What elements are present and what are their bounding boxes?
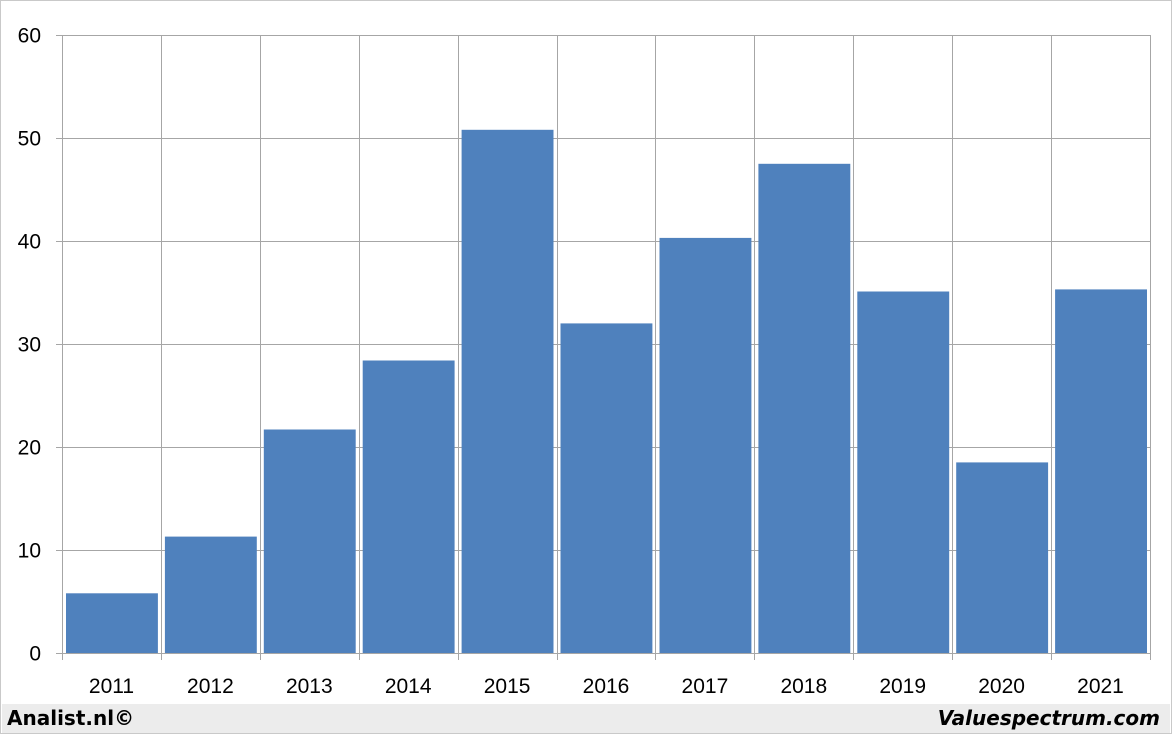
chart-footer: Analist.nl© Valuespectrum.com [2,704,1170,733]
y-tick-label: 10 [18,540,41,563]
x-tick-label: 2020 [978,675,1025,698]
y-tick-label: 0 [29,643,41,666]
x-tick-label: 2015 [484,675,531,698]
bar-2013 [263,429,356,653]
bar-2021 [1055,289,1147,653]
bar-chart: 0 10 20 30 40 50 60 2011 2012 2013 2014 2015 2016 201… [18,25,1151,698]
bar-2014 [362,360,455,653]
x-tick-label: 2016 [583,675,630,698]
x-tick-label: 2019 [879,675,926,698]
bar-2016 [560,323,653,653]
bar-2020 [956,462,1049,653]
bar-2017 [659,237,752,653]
y-tick-label: 20 [18,437,41,460]
bar-2012 [164,536,257,653]
bar-2018 [758,163,851,654]
x-tick-label: 2018 [780,675,827,698]
x-tick-label: 2013 [286,675,333,698]
y-tick-label: 30 [18,334,41,357]
y-tick-label: 50 [18,128,41,151]
x-tick-label: 2012 [187,675,234,698]
bar-2019 [857,291,950,653]
y-tick-label: 40 [18,231,41,254]
x-tick-label: 2014 [385,675,432,698]
x-tick-label: 2017 [682,675,729,698]
source-credit-left: Analist.nl© [7,706,135,730]
bar-2011 [66,593,158,653]
source-credit-right: Valuespectrum.com [937,706,1160,730]
y-tick-label: 60 [18,25,41,48]
bar-2015 [461,129,554,654]
x-tick-label: 2011 [89,675,134,698]
x-tick-label: 2021 [1077,675,1124,698]
